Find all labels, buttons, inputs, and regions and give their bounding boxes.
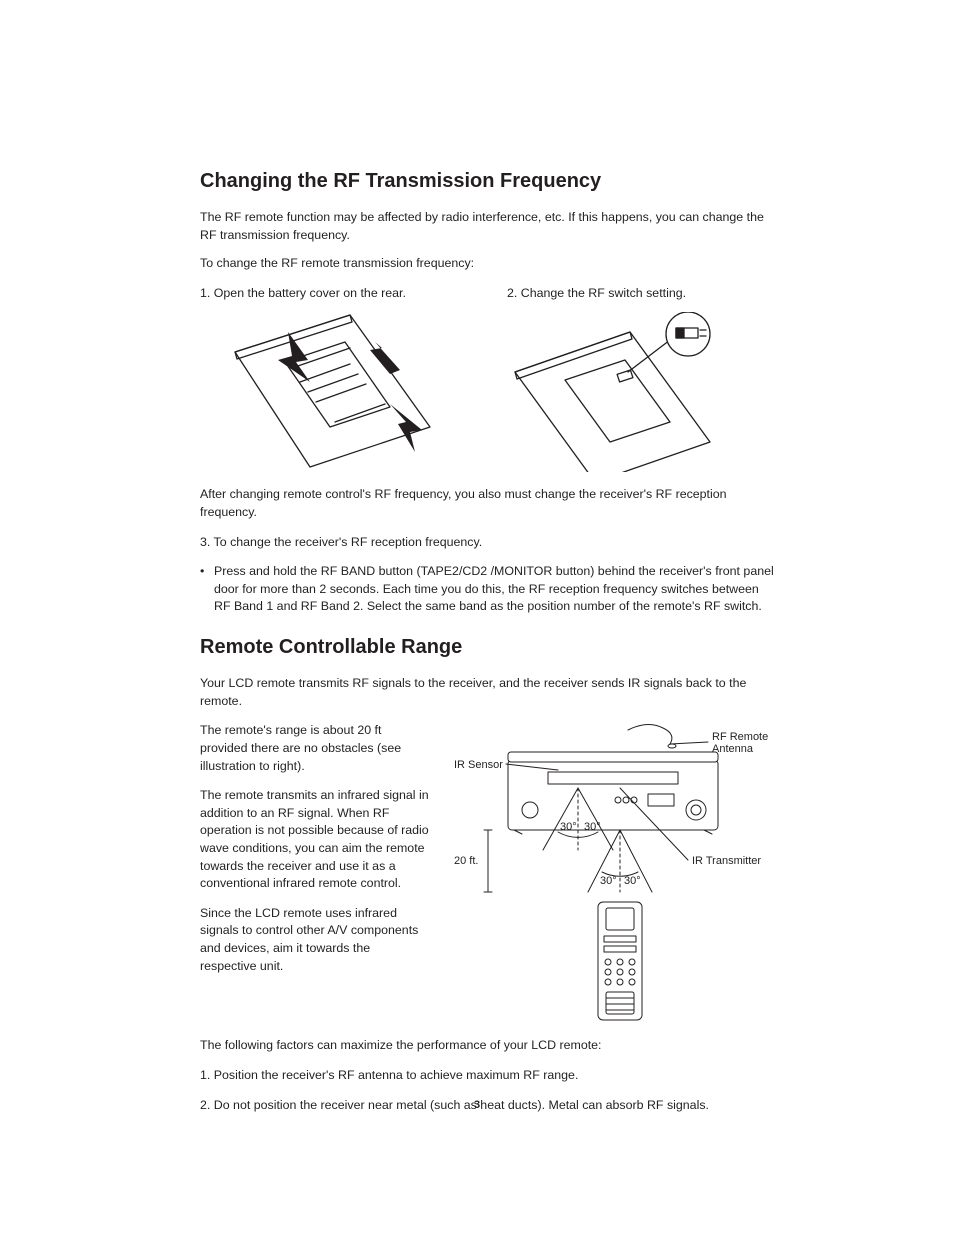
page-number: 3	[0, 1099, 954, 1111]
label-angle-3: 30°	[600, 875, 617, 887]
range-p3: The remote transmits an infrared signal …	[200, 787, 430, 893]
label-angle-4: 30°	[624, 875, 641, 887]
intro-text: The RF remote function may be affected b…	[200, 209, 774, 244]
label-ir-sensor: IR Sensor	[454, 759, 503, 771]
label-distance: 20 ft.	[454, 855, 478, 867]
label-angle-2: 30°	[584, 821, 601, 833]
range-p1: Your LCD remote transmits RF signals to …	[200, 675, 774, 710]
remote-rf-switch-figure	[500, 312, 750, 472]
lead-text: To change the RF remote transmission fre…	[200, 255, 774, 273]
step-3: 3. To change the receiver's RF reception…	[200, 534, 774, 552]
manual-page: Changing the RF Transmission Frequency T…	[0, 0, 954, 1235]
steps-row: 1. Open the battery cover on the rear. 2…	[200, 285, 774, 309]
heading-remote-range: Remote Controllable Range	[200, 636, 774, 659]
label-angle-1: 30°	[560, 821, 577, 833]
heading-rf-frequency: Changing the RF Transmission Frequency	[200, 170, 774, 193]
range-p2: The remote's range is about 20 ft provid…	[200, 722, 430, 775]
range-l1: 1. Position the receiver's RF antenna to…	[200, 1067, 774, 1085]
step-2: 2. Change the RF switch setting.	[507, 285, 774, 303]
remote-open-cover-figure	[200, 312, 450, 472]
rf-band-bullet: Press and hold the RF BAND button (TAPE2…	[200, 563, 774, 616]
label-rf-antenna-1: RF Remote	[712, 731, 768, 743]
remote-figures-row	[200, 312, 774, 472]
range-p5: The following factors can maximize the p…	[200, 1037, 774, 1055]
after-text: After changing remote control's RF frequ…	[200, 486, 774, 521]
range-p4: Since the LCD remote uses infrared signa…	[200, 905, 430, 975]
receiver-range-figure: IR Sensor RF Remote Antenna IR Transmitt…	[448, 722, 778, 1032]
label-ir-transmitter: IR Transmitter	[692, 855, 761, 867]
range-two-col: The remote's range is about 20 ft provid…	[200, 722, 774, 1037]
step-1: 1. Open the battery cover on the rear.	[200, 285, 467, 303]
label-rf-antenna-2: Antenna	[712, 743, 754, 755]
